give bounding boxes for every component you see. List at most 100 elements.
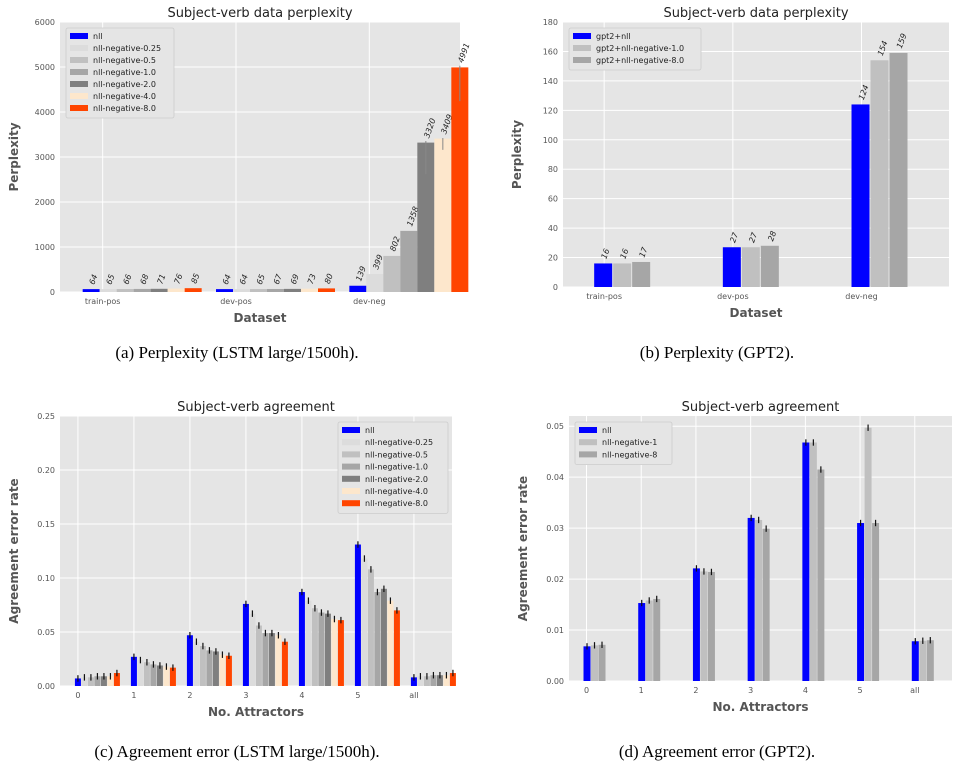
legend-swatch [573, 45, 591, 51]
x-tick-label: 2 [693, 686, 698, 695]
legend-swatch [342, 439, 360, 446]
x-tick-label: 0 [75, 691, 80, 700]
bar-nll-0 [583, 646, 591, 681]
legend-swatch [70, 57, 88, 63]
y-tick-label: 5000 [35, 63, 55, 72]
legend-label: nll-negative-0.5 [365, 450, 428, 459]
bar-nll-negative-0.5-1 [143, 662, 150, 686]
y-tick-label: 0 [50, 288, 55, 297]
bar-nll-negative-1.0-4 [318, 612, 325, 686]
bar-nll-negative-0.5-dev-neg [383, 255, 401, 292]
legend-label: nll [602, 426, 612, 435]
data-label: 16 [600, 247, 612, 260]
y-tick-label: 160 [543, 47, 558, 56]
bar-nll-negative-2.0-all [436, 675, 443, 686]
legend-label: nll-negative-0.25 [365, 438, 433, 447]
x-axis-label: No. Attractors [208, 705, 304, 719]
data-label: 76 [173, 273, 185, 286]
bar-nll-negative-1.0-2 [206, 650, 213, 686]
bar-nll-negative-1-5 [864, 427, 872, 681]
legend-swatch [342, 451, 360, 458]
x-tick-label: 5 [858, 686, 863, 695]
bar-nll-0 [74, 678, 81, 686]
data-label: 68 [139, 273, 151, 286]
x-tick-label: train-pos [85, 297, 121, 306]
bar-nll-5 [857, 523, 865, 681]
bar-nll-3 [747, 517, 755, 681]
bar-nll-negative-1-0 [591, 645, 599, 681]
bar-nll-negative-0.25-all [417, 676, 424, 686]
bar-nll-negative-2.0-dev-neg [417, 142, 435, 292]
legend-label: nll-negative-2.0 [365, 475, 428, 484]
legend-label: nll-negative-8 [602, 450, 657, 459]
bar-nll-all [410, 677, 417, 686]
chart-panel-c: 0.00 0.05 0.10 0.15 0.20 0.25 0 1 2 3 4 5 all Subject… [7, 400, 456, 719]
bar-nll-negative-0.5-train-pos [116, 289, 134, 292]
legend-swatch [579, 439, 597, 446]
bar-nll-2 [186, 635, 193, 686]
y-tick-label: 0.05 [37, 628, 55, 637]
bar-nll-negative-8.0-5 [393, 610, 400, 686]
data-label: 66 [122, 273, 134, 286]
y-axis-label: Agreement error rate [516, 476, 530, 621]
x-tick-label: all [409, 691, 418, 700]
legend-swatch [573, 57, 591, 63]
legend-swatch [342, 500, 360, 507]
data-label: 17 [638, 245, 650, 258]
data-label: 27 [728, 230, 740, 243]
x-tick-label: dev-neg [353, 297, 385, 306]
legend-swatch [70, 33, 88, 39]
bar-nll-1 [130, 656, 137, 686]
x-tick-label: 5 [355, 691, 360, 700]
x-tick-label: dev-neg [845, 292, 877, 301]
y-tick-label: 0.25 [37, 412, 55, 421]
legend-box [65, 27, 175, 119]
bar-nll-4 [298, 592, 305, 686]
legend-label: nll-negative-0.25 [93, 44, 161, 53]
bar-nll-negative-1-2 [700, 571, 708, 681]
bar-nll-negative-1.0-1 [150, 664, 157, 686]
chart-title: Subject-verb agreement [177, 400, 335, 415]
y-tick-label: 0 [553, 283, 558, 292]
bar-nll-5 [354, 544, 361, 686]
bar-nll-negative-8-0 [598, 644, 606, 681]
bar-nll-negative-0.5-all [423, 676, 430, 686]
bar-nll-negative-1.0-dev-neg [400, 230, 418, 292]
bar-gpt2+nll-train-pos [594, 263, 613, 287]
chart-title: Subject-verb agreement [682, 400, 840, 415]
data-label: 69 [289, 273, 301, 286]
bar-nll-negative-4.0-all [443, 675, 450, 686]
bar-nll-negative-0.5-dev-pos [250, 289, 267, 292]
data-label: 85 [190, 272, 202, 285]
legend-label: nll-negative-4.0 [365, 487, 428, 496]
y-tick-label: 0.02 [546, 575, 564, 584]
legend-label: gpt2+nll [596, 32, 631, 41]
bar-nll-negative-1-4 [809, 442, 817, 681]
chart-panel-d: 0.00 0.01 0.02 0.03 0.04 0.05 0 1 2 3 4 5 all Subject… [516, 400, 952, 714]
bar-nll-negative-0.25-0 [81, 677, 88, 686]
y-tick-label: 100 [543, 136, 558, 145]
bar-nll-negative-4.0-4 [331, 619, 338, 686]
bar-nll-negative-2.0-1 [156, 665, 163, 686]
legend-label: nll-negative-1.0 [93, 68, 156, 77]
data-label: 73 [306, 273, 318, 286]
bar-nll-negative-8.0-dev-neg [451, 67, 469, 292]
x-tick-label: dev-pos [717, 292, 749, 301]
x-tick-label: 3 [243, 691, 248, 700]
bar-nll-negative-0.5-2 [199, 646, 206, 686]
bar-gpt2+nll-dev-pos [722, 247, 741, 287]
x-tick-label: 2 [187, 691, 192, 700]
bar-nll-negative-0.25-2 [193, 641, 200, 686]
chart-title: Subject-verb data perplexity [663, 6, 848, 21]
legend-swatch [70, 93, 88, 99]
data-label: 64 [221, 273, 233, 286]
bar-nll-negative-8.0-0 [113, 673, 120, 686]
y-tick-label: 0.01 [546, 626, 564, 635]
x-tick-label: 1 [639, 686, 644, 695]
legend-swatch [573, 33, 591, 39]
y-tick-label: 0.00 [37, 682, 55, 691]
bar-nll-negative-0.25-dev-neg [366, 274, 384, 292]
legend-label: nll-negative-8.0 [365, 499, 428, 508]
legend-swatch [342, 463, 360, 470]
